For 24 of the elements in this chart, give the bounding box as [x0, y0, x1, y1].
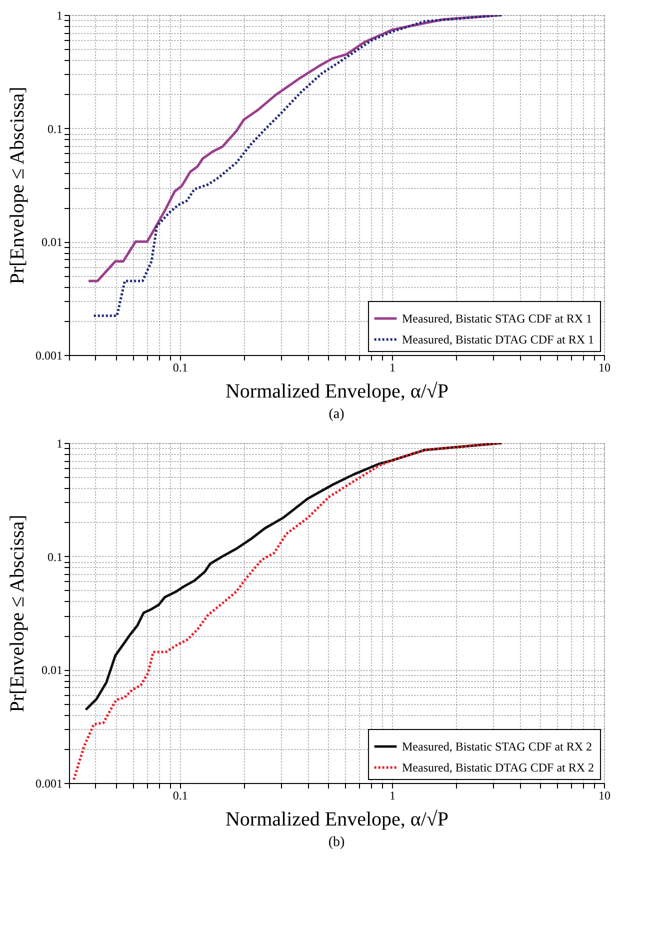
- legend-label: Measured, Bistatic DTAG CDF at RX 1: [402, 332, 594, 346]
- y-tick-label: 1: [56, 436, 62, 450]
- y-tick-label: 0.001: [36, 776, 62, 790]
- x-tick-label: 0.1: [172, 788, 188, 802]
- x-tick-label: 10: [598, 360, 610, 374]
- y-tick-label: 0.1: [48, 122, 62, 136]
- legend-label: Measured, Bistatic STAG CDF at RX 1: [402, 312, 592, 326]
- x-axis-title: Normalized Envelope, α/√P: [225, 808, 449, 830]
- y-axis-title: Pr[Envelope ≤ Abscissa]: [6, 514, 28, 712]
- x-axis-title: Normalized Envelope, α/√P: [225, 380, 449, 402]
- y-tick-label: 0.1: [48, 550, 62, 564]
- x-tick-label: 1: [389, 788, 396, 802]
- x-tick-label: 10: [598, 788, 610, 802]
- legend-label: Measured, Bistatic DTAG CDF at RX 2: [402, 760, 594, 774]
- y-tick-label: 1: [56, 8, 62, 22]
- text: (b): [328, 835, 345, 850]
- y-axis-title: Pr[Envelope ≤ Abscissa]: [6, 86, 28, 284]
- legend-label: Measured, Bistatic STAG CDF at RX 2: [402, 740, 592, 754]
- y-tick-label: 0.01: [42, 663, 62, 678]
- y-tick-label: 0.01: [42, 235, 62, 250]
- x-tick-label: 1: [389, 360, 396, 374]
- text: (a): [328, 407, 345, 422]
- y-tick-label: 0.001: [36, 348, 62, 362]
- x-tick-label: 0.1: [172, 360, 188, 374]
